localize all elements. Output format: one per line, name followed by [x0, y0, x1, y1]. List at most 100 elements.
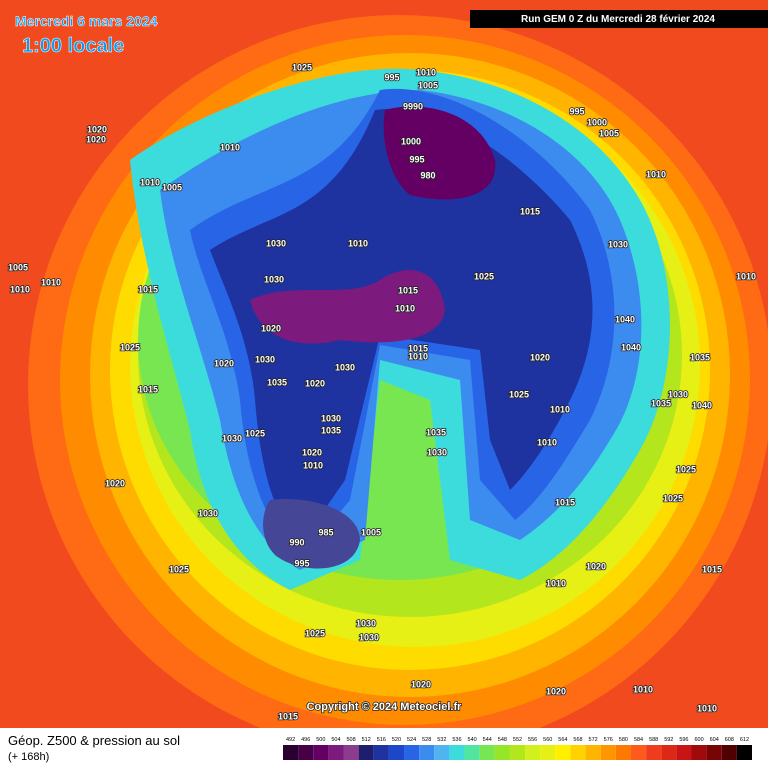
pressure-label: 990 — [289, 537, 304, 547]
scale-label: 520 — [392, 737, 401, 743]
legend-title: Géop. Z500 & pression au sol — [8, 733, 180, 748]
pressure-label: 1010 — [697, 703, 717, 713]
pressure-label: 1010 — [546, 578, 566, 588]
scale-swatch — [494, 745, 510, 760]
scale-label: 580 — [619, 737, 628, 743]
scale-label: 504 — [331, 737, 340, 743]
run-info: Run GEM 0 Z du Mercredi 28 février 2024 — [521, 14, 715, 25]
pressure-label: 1020 — [411, 679, 431, 689]
scale-label: 528 — [422, 737, 431, 743]
scale-swatch — [388, 745, 405, 760]
scale-label: 524 — [407, 737, 416, 743]
scale-swatch — [540, 745, 556, 760]
pressure-label: 1025 — [676, 464, 696, 474]
pressure-label: 1030 — [335, 362, 355, 372]
pressure-label: 980 — [420, 170, 435, 180]
scale-label: 600 — [694, 737, 703, 743]
scale-label: 544 — [483, 737, 492, 743]
scale-swatch — [615, 745, 631, 760]
scale-swatch — [585, 745, 601, 760]
scale-label: 592 — [664, 737, 673, 743]
pressure-label: 1030 — [321, 413, 341, 423]
pressure-label: 1010 — [140, 177, 160, 187]
pressure-label: 1005 — [361, 527, 381, 537]
pressure-label: 1030 — [266, 238, 286, 248]
pressure-label: 1010 — [408, 351, 428, 361]
pressure-label: 1005 — [8, 262, 28, 272]
pressure-label: 995 — [384, 72, 399, 82]
pressure-label: 1015 — [278, 711, 298, 721]
scale-swatch — [706, 745, 722, 760]
pressure-label: 1020 — [87, 124, 107, 134]
pressure-label: 1005 — [162, 182, 182, 192]
pressure-label: 1010 — [303, 460, 323, 470]
scale-swatch — [661, 745, 677, 760]
scale-swatch — [525, 745, 541, 760]
pressure-label: 1015 — [555, 497, 575, 507]
pressure-label: 1010 — [395, 303, 415, 313]
pressure-label: 1025 — [245, 428, 265, 438]
pressure-label: 1020 — [530, 352, 550, 362]
pressure-label: 1005 — [418, 80, 438, 90]
pressure-label: 1020 — [302, 447, 322, 457]
scale-label: 556 — [528, 737, 537, 743]
pressure-label: 1000 — [587, 117, 607, 127]
scale-swatch — [646, 745, 662, 760]
scale-label: 604 — [710, 737, 719, 743]
pressure-label: 1035 — [690, 352, 710, 362]
scale-swatch — [328, 745, 344, 760]
pressure-label: 1035 — [426, 427, 446, 437]
pressure-label: 1000 — [401, 136, 421, 146]
scale-label: 572 — [589, 737, 598, 743]
scale-swatch — [313, 745, 329, 760]
pressure-label: 1025 — [474, 271, 494, 281]
pressure-label: 1025 — [120, 342, 140, 352]
pressure-label: 1020 — [586, 561, 606, 571]
pressure-label: 1015 — [138, 284, 158, 294]
scale-label: 540 — [468, 737, 477, 743]
scale-label: 576 — [604, 737, 613, 743]
pressure-label: 1020 — [305, 378, 325, 388]
pressure-label: 995 — [569, 106, 584, 116]
pressure-label: 1015 — [408, 343, 428, 353]
scale-label: 492 — [286, 737, 295, 743]
scale-label: 552 — [513, 737, 522, 743]
scale-swatch — [358, 745, 374, 760]
pressure-label: 1010 — [41, 277, 61, 287]
pressure-label: 1010 — [10, 284, 30, 294]
pressure-label: 1025 — [169, 564, 189, 574]
scale-swatch — [283, 745, 299, 760]
scale-label: 548 — [498, 737, 507, 743]
legend-subtitle: (+ 168h) — [8, 751, 49, 763]
scale-swatch — [298, 745, 314, 760]
scale-swatch — [343, 745, 359, 760]
scale-label: 596 — [679, 737, 688, 743]
scale-label: 496 — [301, 737, 310, 743]
pressure-label: 1040 — [692, 400, 712, 410]
pressure-label: 1015 — [520, 206, 540, 216]
pressure-label: 1030 — [264, 274, 284, 284]
scale-swatch — [600, 745, 616, 760]
scale-label: 564 — [558, 737, 567, 743]
pressure-label: 1020 — [86, 134, 106, 144]
pressure-label: 1005 — [599, 128, 619, 138]
scale-label: 584 — [634, 737, 643, 743]
pressure-label: 985 — [318, 527, 333, 537]
pressure-label: 1010 — [537, 437, 557, 447]
scale-label: 608 — [725, 737, 734, 743]
pressure-label: 1025 — [292, 62, 312, 72]
scale-label: 560 — [543, 737, 552, 743]
scale-swatch — [434, 745, 450, 760]
pressure-label: 1015 — [398, 285, 418, 295]
run-box — [470, 10, 768, 28]
pressure-label: 1030 — [222, 433, 242, 443]
forecast-date: Mercredi 6 mars 2024 — [15, 13, 158, 29]
scale-swatch — [630, 745, 647, 760]
scale-swatch — [449, 745, 465, 760]
scale-label: 512 — [362, 737, 371, 743]
pressure-label: 1030 — [608, 239, 628, 249]
pressure-label: 1020 — [214, 358, 234, 368]
pressure-label: 1010 — [550, 404, 570, 414]
scale-label: 588 — [649, 737, 658, 743]
pressure-label: 1035 — [321, 425, 341, 435]
